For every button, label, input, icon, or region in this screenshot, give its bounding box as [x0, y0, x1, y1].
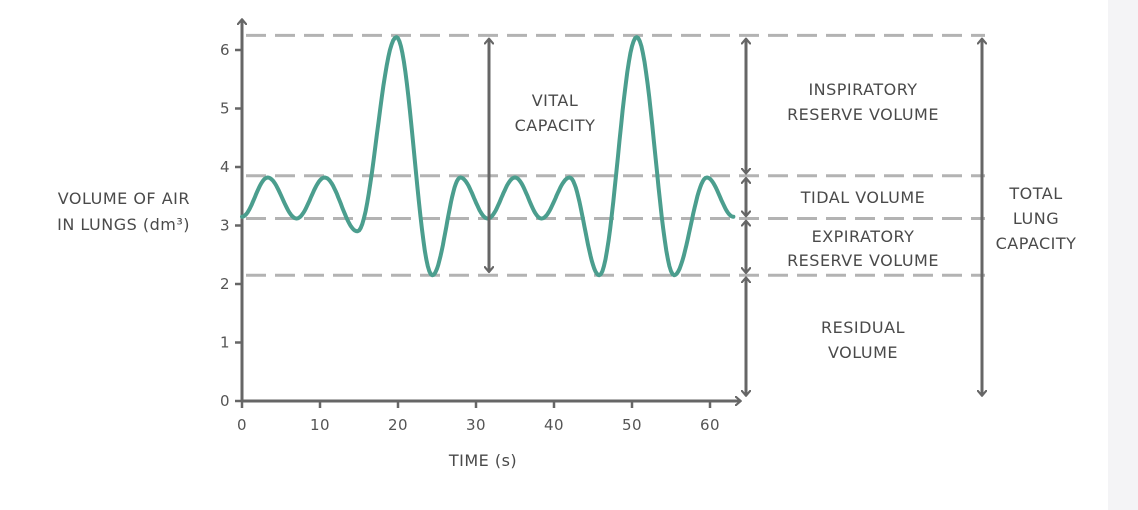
inspiratory-reserve-label-line1: INSPIRATORY	[808, 80, 917, 99]
axes	[242, 20, 740, 401]
x-tick-label: 20	[388, 416, 408, 434]
y-axis-ticks: 0 1 2 3 4 5 6	[220, 41, 242, 410]
y-tick-label: 1	[220, 334, 230, 352]
total-lung-capacity-label-line3: CAPACITY	[996, 234, 1077, 253]
expiratory-reserve-label-line1: EXPIRATORY	[812, 227, 915, 246]
residual-volume-label-line1: RESIDUAL	[821, 318, 905, 337]
y-tick-label: 6	[220, 41, 230, 59]
y-tick-label: 5	[220, 100, 230, 118]
volume-arrows	[489, 39, 982, 395]
x-tick-label: 40	[544, 416, 564, 434]
y-axis-label-line2: IN LUNGS (dm³)	[57, 215, 190, 234]
total-lung-capacity-label-line2: LUNG	[1013, 209, 1059, 228]
x-tick-label: 0	[237, 416, 247, 434]
side-strip	[1108, 0, 1138, 510]
residual-volume-label-line2: VOLUME	[828, 343, 898, 362]
reference-lines	[246, 33, 985, 277]
y-tick-label: 2	[220, 275, 230, 293]
x-axis-label: TIME (s)	[448, 451, 517, 470]
y-tick-label: 0	[220, 392, 230, 410]
inspiratory-reserve-label-line2: RESERVE VOLUME	[787, 105, 939, 124]
expiratory-reserve-label-line2: RESERVE VOLUME	[787, 251, 939, 270]
x-tick-label: 50	[622, 416, 642, 434]
y-tick-label: 4	[220, 158, 230, 176]
x-tick-label: 60	[700, 416, 720, 434]
x-axis-ticks: 0 10 20 30 40 50 60	[237, 401, 720, 434]
vital-capacity-label-line1: VITAL	[532, 91, 579, 110]
lung-volume-chart: 0 10 20 30 40 50 60 0 1 2 3 4 5 6 TIME (s) VOLUME OF…	[57, 0, 1077, 470]
vital-capacity-label-line2: CAPACITY	[515, 116, 596, 135]
y-tick-label: 3	[220, 217, 230, 235]
x-tick-label: 10	[310, 416, 330, 434]
y-axis-label-line1: VOLUME OF AIR	[58, 189, 190, 208]
tidal-volume-label: TIDAL VOLUME	[800, 188, 925, 207]
total-lung-capacity-label-line1: TOTAL	[1008, 184, 1062, 203]
x-tick-label: 30	[466, 416, 486, 434]
